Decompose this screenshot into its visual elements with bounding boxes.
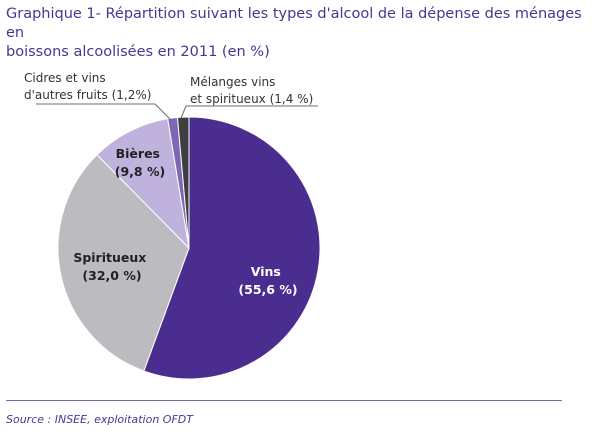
source-divider <box>6 400 562 401</box>
pie-slice-0 <box>143 116 321 380</box>
cidres-callout-label: Cidres et vins d'autres fruits (1,2%) <box>24 71 151 102</box>
title-line-1: Graphique 1- Répartition suivant les typ… <box>6 6 582 41</box>
melanges-leader-line <box>180 105 318 119</box>
vins-label: Vins (55,6 %) <box>238 264 297 297</box>
cidres-leader-line <box>36 103 172 121</box>
spiritueux-label: Spiritueux (32,0 %) <box>73 250 150 283</box>
source-note: Source : INSEE, exploitation OFDT <box>6 413 193 426</box>
pie-slice-2 <box>96 118 190 250</box>
bieres-label: Bières (9,8 %) <box>115 146 165 179</box>
pie-chart: Vins (55,6 %) Spiritueux (32,0 %) Bières… <box>24 71 321 380</box>
pie-slices <box>57 116 321 380</box>
title-line-2: boissons alcoolisées en 2011 (en %) <box>6 44 270 60</box>
melanges-callout-label: Mélanges vins et spiritueux (1,4 %) <box>190 75 313 106</box>
pie-slice-4 <box>176 116 190 249</box>
chart-title: Graphique 1- Répartition suivant les typ… <box>6 5 586 62</box>
pie-labels: Vins (55,6 %) Spiritueux (32,0 %) Bières… <box>24 71 313 297</box>
pie-slice-1 <box>57 154 190 372</box>
callout-leader-lines <box>36 103 318 121</box>
